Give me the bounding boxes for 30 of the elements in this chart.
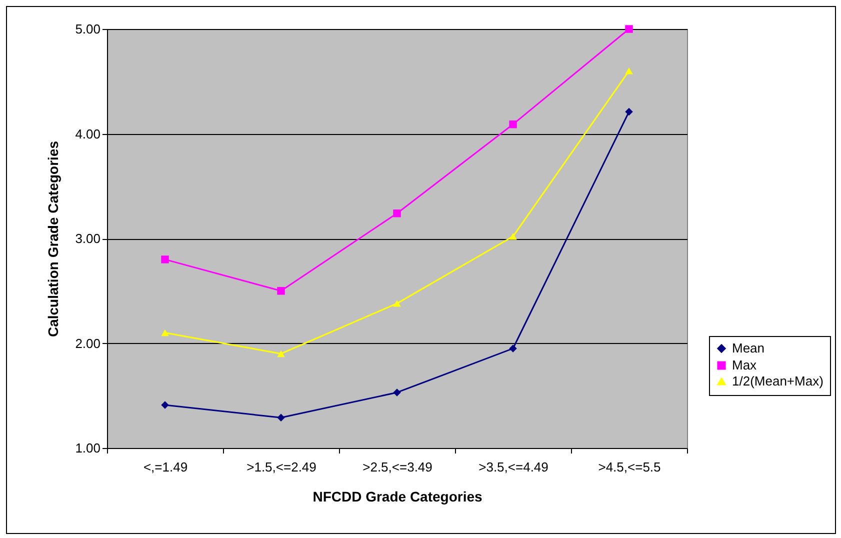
y-tick-label: 5.00 (75, 22, 100, 36)
x-tick-label: >4.5,<=5.5 (598, 460, 661, 474)
point (277, 414, 285, 422)
y-tick-label: 2.00 (75, 336, 100, 351)
point (393, 388, 401, 396)
legend-label: Mean (732, 340, 765, 356)
y-axis-title: Calculation Grade Categories (45, 140, 62, 338)
point (509, 344, 517, 352)
point (161, 256, 169, 264)
point (625, 68, 633, 74)
legend-label: Max (732, 358, 758, 372)
x-tick-label: >1.5,<=2.49 (246, 460, 316, 474)
point (509, 233, 517, 240)
legend-label: 1/2(Mean+Max) (732, 374, 824, 388)
x-axis-title: NFCDD Grade Categories (312, 488, 483, 504)
y-tick-label: 1.00 (75, 440, 100, 456)
x-tick-label: <,=1.49 (143, 460, 188, 474)
point (625, 25, 633, 33)
x-tick-label: >2.5,<=3.49 (362, 460, 432, 474)
y-tick-label: 4.00 (75, 126, 100, 142)
point (393, 209, 401, 218)
point (277, 287, 285, 295)
point (509, 120, 517, 128)
x-tick-label: >3.5,<=4.49 (478, 460, 548, 474)
point (625, 108, 633, 116)
point (393, 300, 401, 307)
point (277, 350, 285, 358)
y-tick-label: 3.00 (75, 231, 100, 246)
point (161, 401, 169, 409)
point (161, 329, 169, 336)
